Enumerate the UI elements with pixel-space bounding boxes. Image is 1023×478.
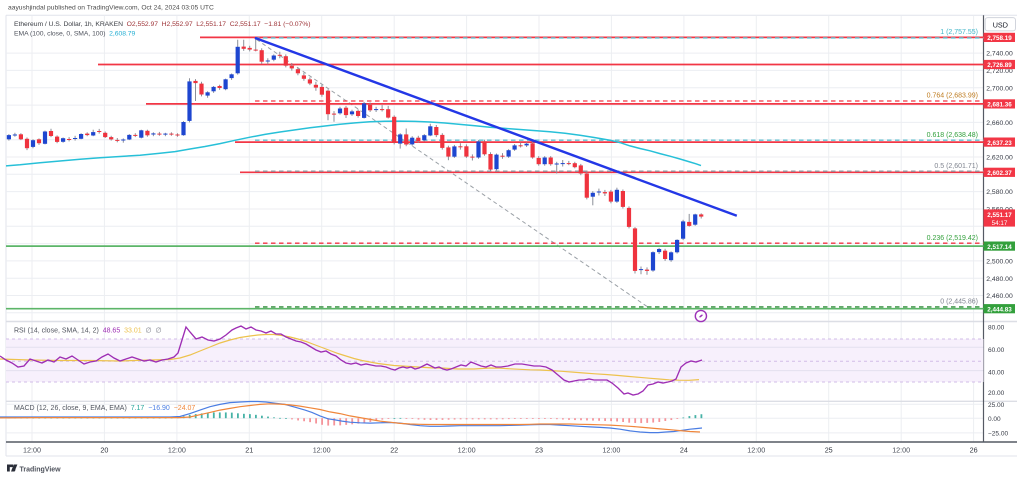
svg-text:2,480.00: 2,480.00 xyxy=(986,276,1013,283)
svg-text:2,460.00: 2,460.00 xyxy=(986,293,1013,300)
svg-text:12:00: 12:00 xyxy=(747,446,765,455)
svg-text:2,681.36: 2,681.36 xyxy=(987,102,1012,109)
svg-text:0 (2,445.86): 0 (2,445.86) xyxy=(940,299,978,306)
svg-text:Ethereum / U.S. Dollar, 1h, KR: Ethereum / U.S. Dollar, 1h, KRAKEN O2,55… xyxy=(14,21,310,28)
svg-text:2,517.14: 2,517.14 xyxy=(987,244,1012,251)
svg-text:2,660.00: 2,660.00 xyxy=(986,120,1013,127)
svg-text:54:17: 54:17 xyxy=(992,220,1008,227)
svg-text:12:00: 12:00 xyxy=(168,446,186,455)
svg-text:80.00: 80.00 xyxy=(988,324,1005,331)
svg-text:2,758.19: 2,758.19 xyxy=(987,35,1012,42)
svg-text:MACD (12, 26, close, 9, EMA, E: MACD (12, 26, close, 9, EMA, EMA) 7.17 −… xyxy=(14,405,195,412)
svg-text:2,620.00: 2,620.00 xyxy=(986,155,1013,162)
svg-text:26: 26 xyxy=(970,446,978,455)
svg-text:23: 23 xyxy=(535,446,543,455)
svg-text:2,726.89: 2,726.89 xyxy=(987,62,1012,69)
svg-text:24: 24 xyxy=(680,446,688,455)
svg-text:12:00: 12:00 xyxy=(602,446,620,455)
svg-text:0.618 (2,638.48): 0.618 (2,638.48) xyxy=(927,132,978,139)
svg-text:0.5 (2,601.71): 0.5 (2,601.71) xyxy=(934,163,978,170)
svg-text:2,740.00: 2,740.00 xyxy=(986,51,1013,58)
svg-text:12:00: 12:00 xyxy=(458,446,476,455)
svg-text:2,637.23: 2,637.23 xyxy=(987,140,1012,147)
svg-text:USD: USD xyxy=(993,21,1008,30)
svg-text:2,720.00: 2,720.00 xyxy=(986,68,1013,75)
svg-text:60.00: 60.00 xyxy=(988,347,1005,354)
svg-text:EMA (100, close, 0, SMA, 100): EMA (100, close, 0, SMA, 100) 2,608.79 xyxy=(14,30,135,37)
svg-text:21: 21 xyxy=(245,446,253,455)
svg-text:25: 25 xyxy=(825,446,833,455)
svg-text:0.236 (2,519.42): 0.236 (2,519.42) xyxy=(927,235,978,242)
svg-text:40.00: 40.00 xyxy=(988,370,1005,377)
svg-text:2,580.00: 2,580.00 xyxy=(986,189,1013,196)
svg-text:0.764 (2,683.99): 0.764 (2,683.99) xyxy=(927,93,978,100)
svg-text:20: 20 xyxy=(100,446,108,455)
svg-text:12:00: 12:00 xyxy=(313,446,331,455)
svg-text:22: 22 xyxy=(390,446,398,455)
svg-text:RSI (14, close, SMA, 14, 2) 4: RSI (14, close, SMA, 14, 2) 48.65 33.01 … xyxy=(14,327,162,334)
svg-text:12:00: 12:00 xyxy=(23,446,41,455)
svg-text:−25.00: −25.00 xyxy=(988,431,1008,438)
svg-text:2,700.00: 2,700.00 xyxy=(986,85,1013,92)
svg-text:20.00: 20.00 xyxy=(988,390,1005,397)
svg-text:0.00: 0.00 xyxy=(988,416,1001,423)
svg-text:2,602.37: 2,602.37 xyxy=(987,170,1012,177)
svg-text:2,500.00: 2,500.00 xyxy=(986,259,1013,266)
svg-text:12:00: 12:00 xyxy=(892,446,910,455)
svg-text:1 (2,757.55): 1 (2,757.55) xyxy=(940,29,978,36)
svg-text:2,444.83: 2,444.83 xyxy=(987,306,1012,313)
svg-text:25.00: 25.00 xyxy=(988,402,1005,409)
svg-text:2,551.17: 2,551.17 xyxy=(987,212,1012,219)
svg-text:aayushjindal published on Trad: aayushjindal published on TradingView.co… xyxy=(8,5,214,12)
svg-text:TradingView: TradingView xyxy=(20,466,62,473)
